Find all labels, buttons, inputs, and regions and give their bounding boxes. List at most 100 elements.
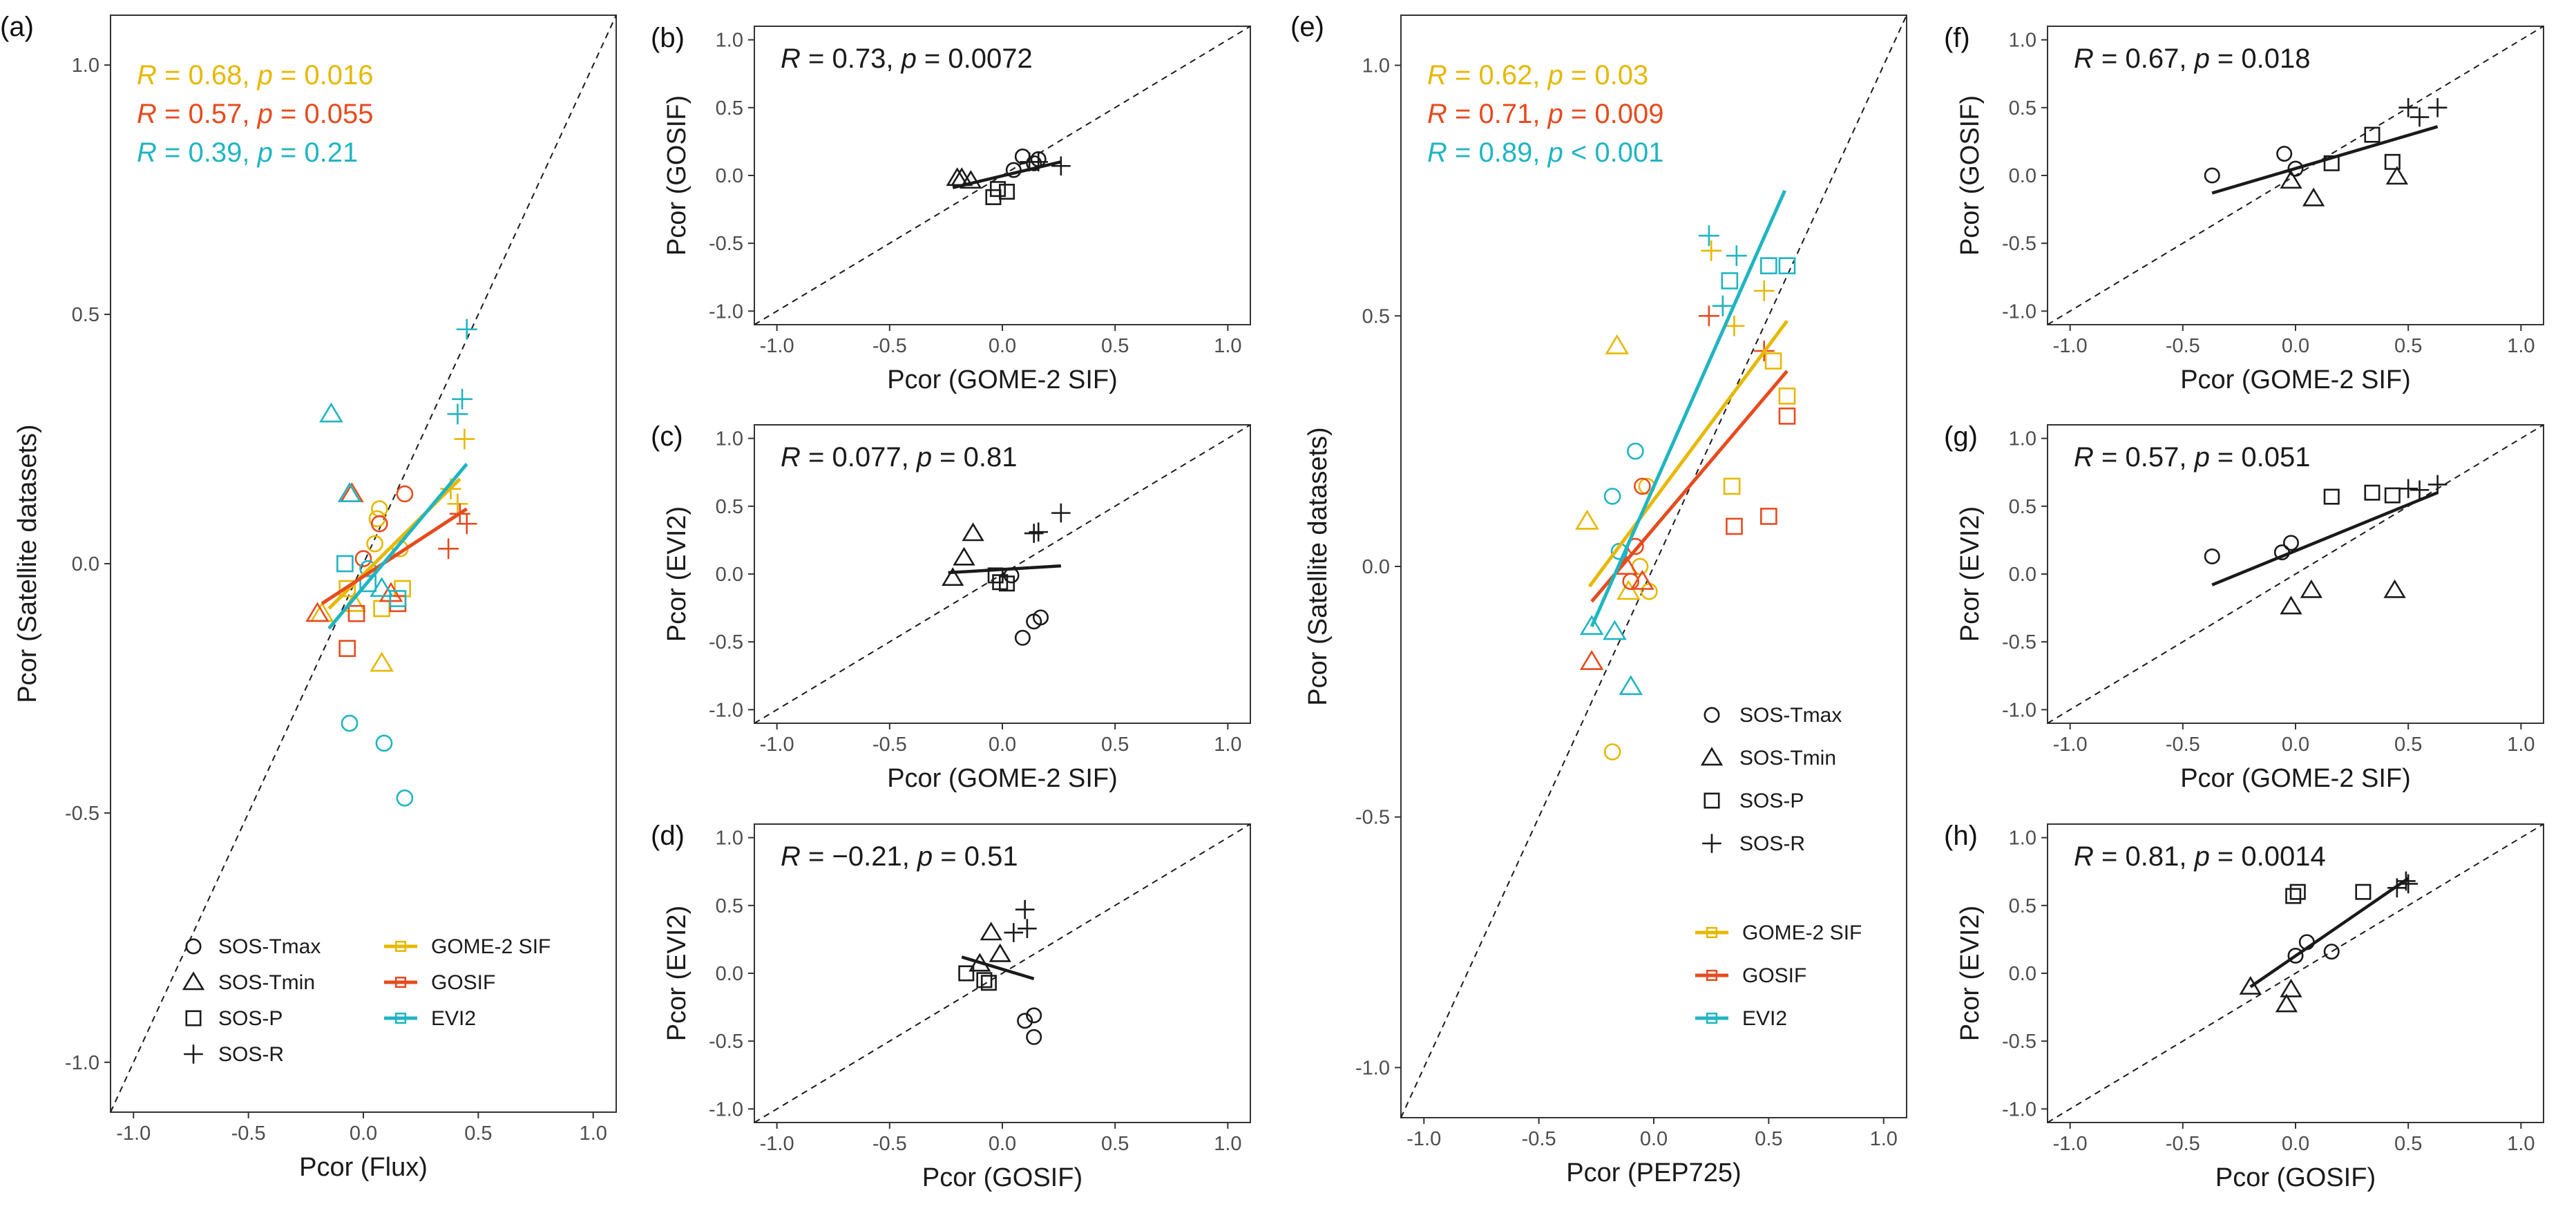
stat-annotation: R = 0.89, p < 0.001 [1427,137,1664,168]
point-plus [2398,479,2418,499]
y-tick-label: 1.0 [2009,428,2036,450]
point-square [1760,257,1777,275]
plot-area [754,425,1250,723]
plot-area [2048,425,2544,723]
y-tick-label: -0.5 [65,803,99,825]
point-circle [370,515,388,533]
y-tick-label: 0.5 [716,97,743,120]
x-axis-label: Pcor (GOME-2 SIF) [887,365,1118,394]
legend-marker [394,1012,407,1024]
y-tick-label: 0.0 [1362,556,1390,578]
y-tick-label: 1.0 [716,428,743,450]
point-square [338,640,356,658]
legend-label: SOS-P [218,1007,283,1030]
legend-marker [1700,747,1724,766]
point-triangle [305,602,330,622]
legend-marker [394,976,407,988]
y-tick-label: 0.5 [72,304,99,326]
plot-area [754,824,1250,1123]
legend-label: EVI2 [431,1007,476,1030]
point-triangle [2300,579,2323,598]
y-tick-label: 1.0 [716,828,743,850]
point-circle [396,789,414,807]
legend-label: GOSIF [1742,964,1806,987]
series-black [2204,475,2448,615]
x-tick-label: 0.5 [1755,1128,1782,1150]
x-tick-label: 1.0 [2507,335,2535,357]
series-black [2204,98,2448,207]
y-tick-label: 0.0 [716,564,743,586]
panel-label: (g) [1944,421,1978,452]
point-circle [366,535,383,553]
point-triangle [989,943,1011,962]
x-axis-label: Pcor (GOME-2 SIF) [2180,764,2411,793]
stat-annotation: R = 0.71, p = 0.009 [1427,99,1664,129]
point-square [980,975,997,991]
x-tick-label: 0.5 [1101,335,1129,357]
one-to-one-line [2048,425,2544,723]
point-plus [2427,475,2448,495]
point-square [999,184,1015,200]
point-circle [341,714,359,732]
point-plus [454,428,475,450]
x-tick-label: -0.5 [872,734,907,756]
fit-line [961,955,1035,981]
fit-line [327,463,468,630]
point-square [2285,888,2302,904]
legend-marker [1706,1012,1718,1024]
y-tick-label: -1.0 [2002,699,2036,721]
y-tick-label: -0.5 [709,631,743,653]
stat-annotation: R = 0.57, p = 0.055 [137,99,374,129]
x-tick-label: -0.5 [2166,734,2200,756]
point-square [1778,387,1796,405]
y-tick-label: 1.0 [2009,828,2036,850]
legend-label: GOME-2 SIF [431,935,551,958]
point-triangle [953,546,975,566]
x-tick-label: 0.0 [2282,1133,2309,1155]
point-square [1723,477,1741,495]
plot-area [2048,824,2544,1123]
point-plus [1753,280,1775,301]
point-triangle [962,522,984,542]
point-circle [1026,155,1042,171]
x-tick-label: -0.5 [872,335,907,357]
point-triangle [2385,166,2409,185]
y-tick-label: 0.5 [716,895,743,917]
y-tick-label: 0.0 [2009,564,2036,586]
y-axis-label: Pcor (GOSIF) [662,95,691,256]
y-tick-label: -1.0 [709,1098,743,1120]
fit-line [2211,491,2439,586]
x-axis-label: Pcor (PEP725) [1566,1158,1741,1187]
x-tick-label: 0.0 [989,335,1016,357]
point-triangle [2280,595,2302,615]
plot-area [2048,26,2544,325]
point-triangle [960,170,982,189]
point-triangle [2239,975,2262,995]
y-tick-label: -1.0 [1355,1057,1390,1079]
x-axis-label: Pcor (GOSIF) [2215,1163,2376,1192]
legend: SOS-Tmax SOS-Tmin SOS-P SOS-R GOME-2 SIF GOSI… [1695,704,1862,1030]
legend-label: EVI2 [1742,1007,1787,1030]
point-circle [2287,160,2304,177]
point-plus [1018,919,1037,938]
x-axis-label: Pcor (GOME-2 SIF) [887,764,1118,793]
y-tick-label: 0.5 [1362,305,1390,327]
stat-annotation: R = 0.68, p = 0.016 [137,60,374,90]
point-square [347,604,365,622]
point-square [2384,153,2401,170]
y-tick-label: 0.5 [2009,496,2036,518]
y-tick-label: 0.5 [2009,895,2036,917]
x-tick-label: 0.0 [2282,734,2309,756]
x-tick-label: -0.5 [872,1133,907,1155]
point-triangle [319,402,343,423]
panel-b: -1.0 -1.0 -0.5 -0.5 0.0 0.0 0.5 0.5 1.0 1.0 Pcor (… [651,23,1251,394]
point-square [1778,257,1796,275]
point-plus [1015,899,1035,919]
point-triangle [1579,615,1604,636]
point-circle [2282,535,2299,551]
point-circle [2276,146,2293,162]
point-triangle [1616,580,1641,600]
point-plus [447,493,468,515]
x-tick-label: -1.0 [760,335,794,357]
